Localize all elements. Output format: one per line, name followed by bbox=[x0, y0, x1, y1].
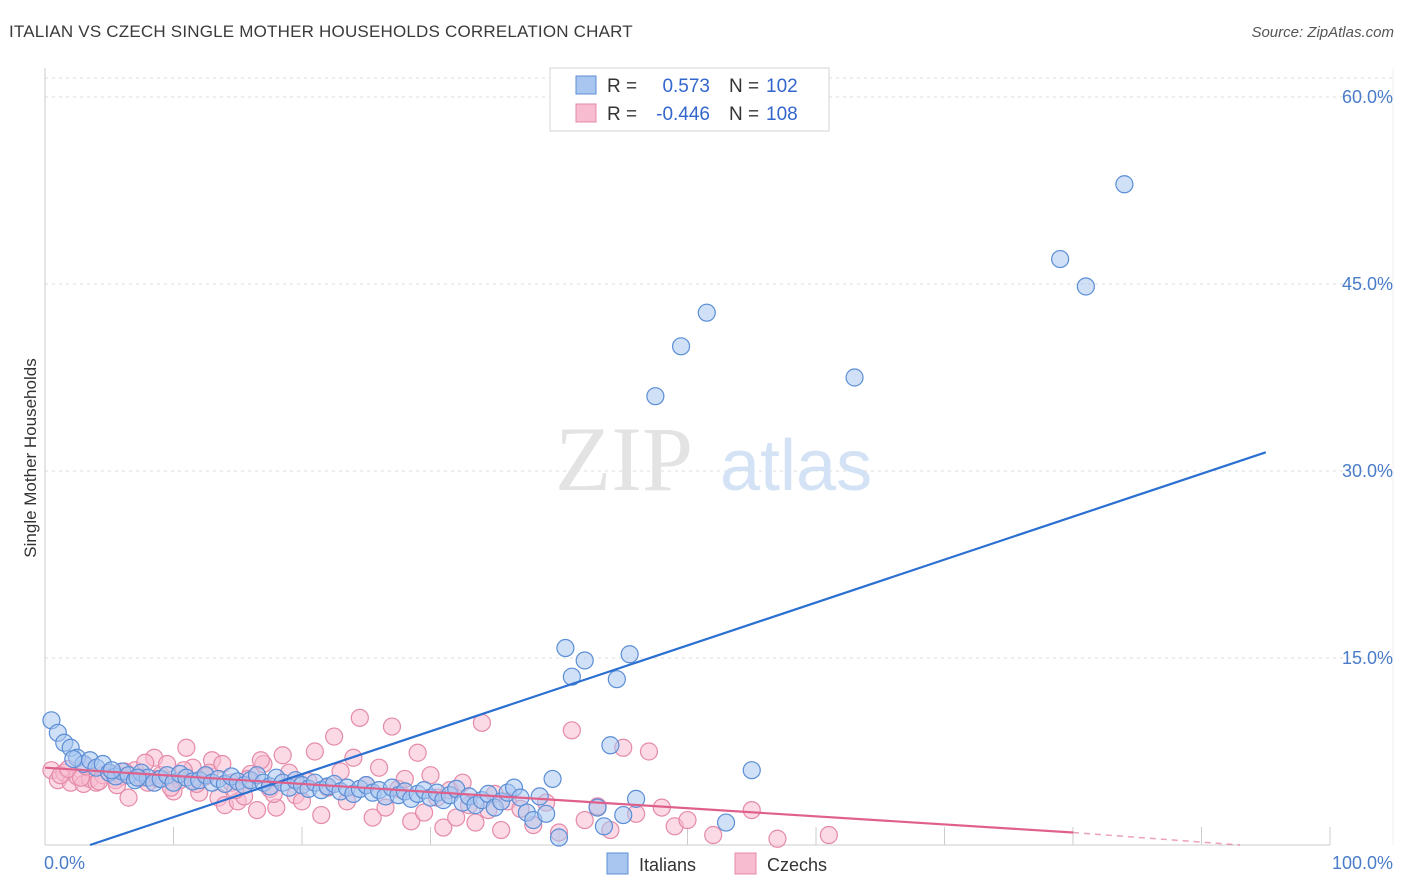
top-legend: R = 0.573 N = 102 R = -0.446 N = 108 bbox=[549, 67, 830, 132]
y-tick-labels: 15.0% 30.0% 45.0% 60.0% bbox=[1342, 87, 1393, 668]
czechs-point-44 bbox=[325, 727, 344, 746]
czechs-point-87 bbox=[742, 800, 761, 820]
legend-swatch-italians bbox=[575, 75, 597, 95]
y-tick-label-2: 45.0% bbox=[1342, 274, 1393, 294]
legend-n-label-czechs: N = bbox=[729, 104, 759, 125]
czechs-point-51 bbox=[370, 758, 389, 777]
italians-point-93 bbox=[716, 813, 736, 832]
legend-n-label-italians: N = bbox=[729, 76, 759, 97]
y-tick-label-3: 60.0% bbox=[1342, 87, 1393, 107]
italians-point-99 bbox=[64, 749, 83, 769]
czechs-point-58 bbox=[414, 803, 434, 822]
italians-point-76 bbox=[530, 787, 549, 806]
czechs-point-89 bbox=[819, 825, 838, 845]
czechs-point-59 bbox=[421, 766, 440, 785]
italians-point-77 bbox=[537, 804, 556, 823]
italians-trend-line bbox=[89, 451, 1267, 847]
italians-point-89 bbox=[626, 789, 646, 808]
czechs-point-21 bbox=[177, 738, 196, 757]
czechs-point-57 bbox=[408, 743, 427, 762]
legend-n-value-italians: 102 bbox=[766, 76, 798, 97]
chart-source: Source: ZipAtlas.com bbox=[1251, 24, 1394, 41]
bottom-legend-czechs: Czechs bbox=[767, 855, 827, 875]
bottom-legend-swatch-italians bbox=[606, 852, 629, 875]
italians-point-82 bbox=[575, 651, 594, 670]
italians-point-85 bbox=[601, 736, 620, 755]
italians-point-92 bbox=[697, 303, 716, 322]
czechs-point-85 bbox=[678, 810, 697, 830]
czechs-point-48 bbox=[350, 708, 369, 727]
czechs-point-70 bbox=[492, 820, 511, 840]
bottom-legend-swatch-czechs bbox=[734, 852, 757, 875]
italians-point-87 bbox=[614, 805, 633, 825]
italians-point-100 bbox=[102, 761, 121, 780]
czechs-point-86 bbox=[704, 825, 723, 845]
italians-point-84 bbox=[594, 817, 614, 836]
legend-swatch-czechs bbox=[575, 103, 597, 123]
czechs-point-41 bbox=[305, 742, 324, 761]
chart-title: ITALIAN VS CZECH SINGLE MOTHER HOUSEHOLD… bbox=[9, 22, 633, 41]
grid-lines bbox=[45, 77, 1392, 659]
italians-point-90 bbox=[646, 387, 665, 406]
czechs-point-77 bbox=[575, 810, 594, 830]
italians-point-86 bbox=[607, 670, 626, 689]
czechs-point-88 bbox=[768, 829, 787, 848]
bottom-legend-italians: Italians bbox=[639, 855, 696, 875]
italians-points bbox=[42, 175, 1134, 847]
italians-point-78 bbox=[543, 769, 562, 789]
czechs-trend-line-dashed bbox=[1072, 831, 1241, 846]
italians-point-79 bbox=[549, 828, 569, 847]
watermark: ZIP atlas bbox=[555, 408, 872, 510]
italians-point-98 bbox=[1115, 175, 1134, 194]
italians-point-96 bbox=[1051, 249, 1070, 269]
watermark-zip: ZIP bbox=[555, 408, 693, 510]
y-axis-label: Single Mother Households bbox=[21, 358, 40, 557]
czechs-point-63 bbox=[447, 808, 466, 827]
czechs-trend-line bbox=[44, 766, 1074, 834]
italians-point-91 bbox=[671, 337, 691, 356]
czechs-point-42 bbox=[312, 805, 331, 825]
x-tick-label-0: 0.0% bbox=[44, 853, 85, 873]
trend-lines bbox=[44, 451, 1267, 847]
czechs-point-66 bbox=[466, 813, 485, 832]
y-tick-label-1: 30.0% bbox=[1342, 461, 1393, 481]
italians-point-88 bbox=[620, 645, 639, 664]
czechs-point-50 bbox=[363, 808, 382, 827]
legend-r-value-italians: 0.573 bbox=[662, 76, 710, 97]
italians-point-97 bbox=[1076, 277, 1095, 296]
czechs-point-106 bbox=[251, 751, 270, 770]
x-tick-label-1: 100.0% bbox=[1332, 853, 1393, 873]
italians-point-101 bbox=[128, 768, 147, 787]
x-tick-labels: 0.0% 100.0% bbox=[44, 853, 1393, 873]
czechs-point-61 bbox=[434, 818, 453, 837]
legend-n-value-czechs: 108 bbox=[766, 104, 798, 125]
czechs-point-76 bbox=[562, 721, 581, 740]
italians-point-80 bbox=[556, 638, 575, 658]
bottom-legend: Italians Czechs bbox=[606, 852, 827, 875]
czechs-point-53 bbox=[382, 717, 402, 736]
legend-r-value-czechs: -0.446 bbox=[656, 104, 710, 125]
czechs-point-56 bbox=[402, 812, 421, 831]
czechs-point-32 bbox=[247, 800, 267, 820]
watermark-atlas: atlas bbox=[720, 426, 872, 506]
czechs-point-36 bbox=[273, 746, 292, 765]
legend-r-label-czechs: R = bbox=[607, 104, 637, 125]
czechs-point-82 bbox=[639, 742, 659, 761]
italians-point-95 bbox=[845, 368, 864, 387]
italians-point-94 bbox=[742, 761, 761, 780]
czechs-point-12 bbox=[119, 788, 138, 807]
y-tick-label-0: 15.0% bbox=[1342, 648, 1393, 668]
legend-r-label-italians: R = bbox=[607, 76, 637, 97]
axes bbox=[44, 68, 1394, 846]
